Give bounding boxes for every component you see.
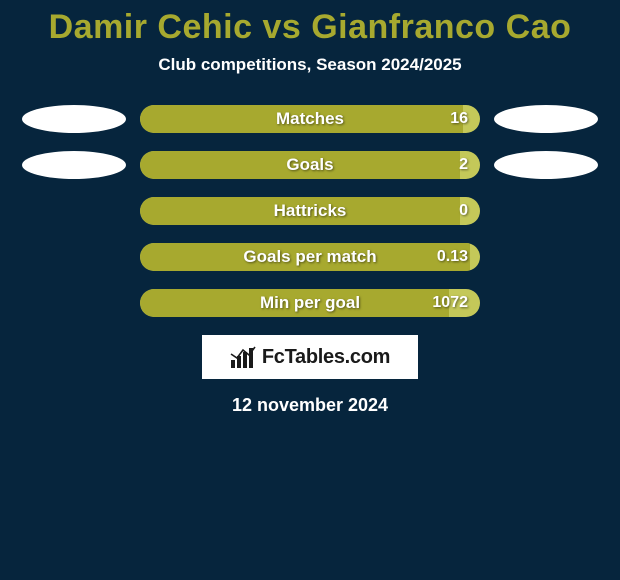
player-right-ellipse: [494, 151, 598, 179]
stat-value: 0: [459, 202, 468, 220]
stat-label: Hattricks: [274, 201, 347, 221]
stat-label: Goals per match: [243, 247, 376, 267]
stat-value: 0.13: [437, 248, 468, 266]
date-label: 12 november 2024: [0, 395, 620, 416]
player-left-ellipse: [22, 105, 126, 133]
brand-box: FcTables.com: [202, 335, 418, 379]
bar-chart-icon: [230, 346, 256, 368]
page-subtitle: Club competitions, Season 2024/2025: [0, 55, 620, 75]
stat-bar: Matches 16: [140, 105, 480, 133]
stat-rows: Matches 16 Goals 2 Hattricks 0 Goals per match…: [0, 105, 620, 317]
stat-label: Matches: [276, 109, 344, 129]
stat-row: Matches 16: [0, 105, 620, 133]
stat-row: Min per goal 1072: [0, 289, 620, 317]
page-title: Damir Cehic vs Gianfranco Cao: [0, 0, 620, 47]
stat-row: Goals 2: [0, 151, 620, 179]
stat-label: Goals: [286, 155, 333, 175]
stat-bar: Goals 2: [140, 151, 480, 179]
stat-value: 1072: [432, 294, 468, 312]
stat-label: Min per goal: [260, 293, 360, 313]
stat-value: 2: [459, 156, 468, 174]
stat-bar: Goals per match 0.13: [140, 243, 480, 271]
stat-row: Goals per match 0.13: [0, 243, 620, 271]
brand-label: FcTables.com: [262, 346, 390, 369]
comparison-chart: Damir Cehic vs Gianfranco Cao Club compe…: [0, 0, 620, 580]
stat-bar: Hattricks 0: [140, 197, 480, 225]
stat-value: 16: [450, 110, 468, 128]
stat-bar: Min per goal 1072: [140, 289, 480, 317]
player-right-ellipse: [494, 105, 598, 133]
stat-row: Hattricks 0: [0, 197, 620, 225]
player-left-ellipse: [22, 151, 126, 179]
